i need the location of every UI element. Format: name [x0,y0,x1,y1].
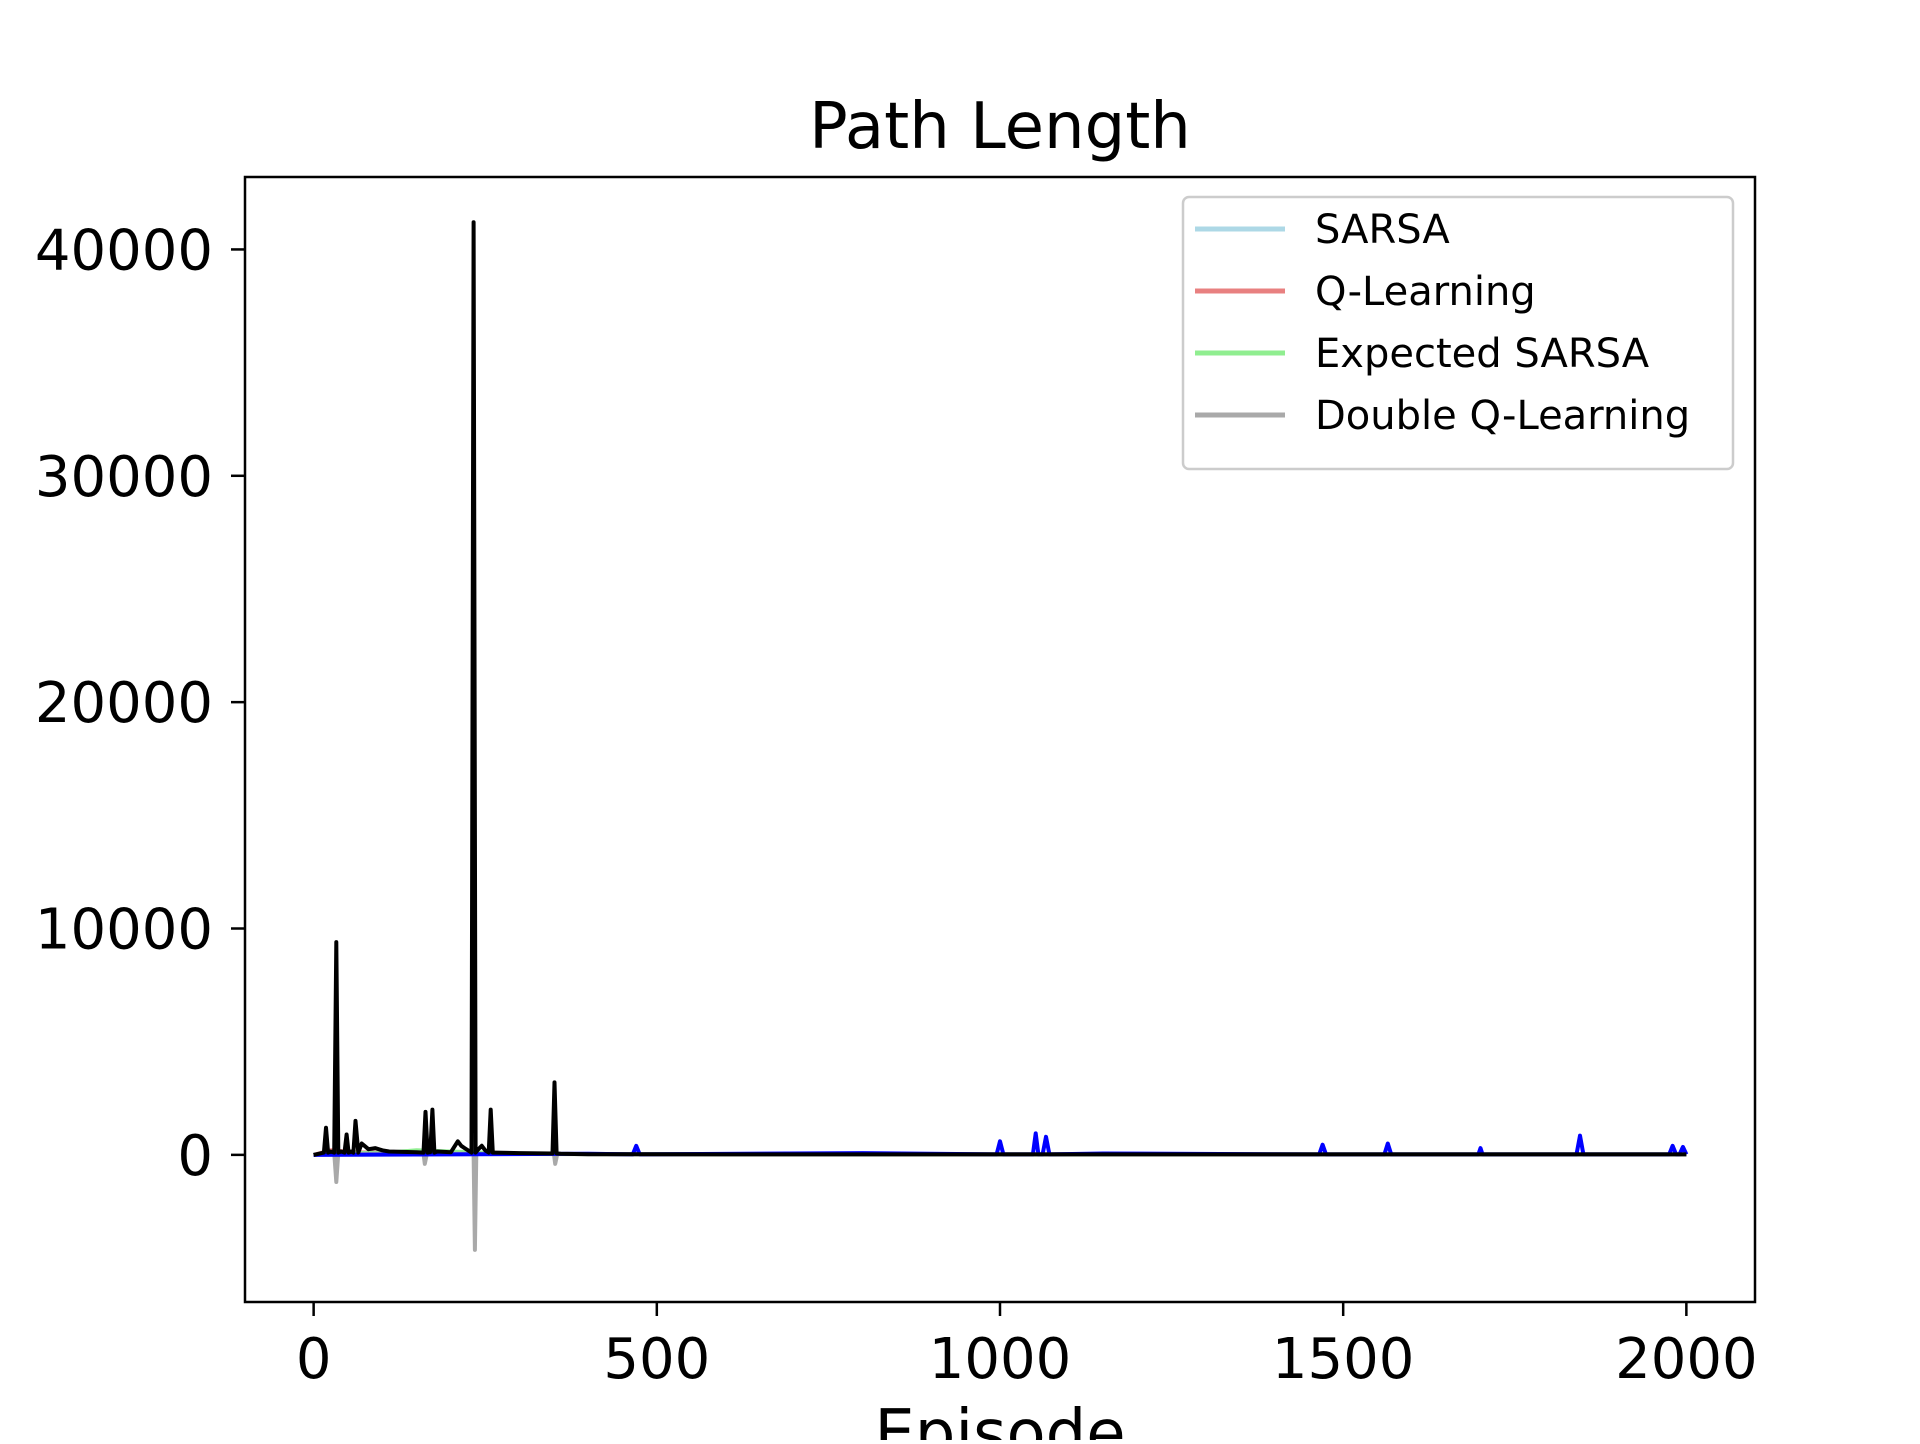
legend-label-sarsa: SARSA [1315,207,1450,253]
plot-area [313,220,1689,1252]
legend-label-double-q-learning: Double Q-Learning [1315,393,1690,439]
y-tick-label: 40000 [35,218,213,283]
chart-title: Path Length [809,90,1191,164]
legend: SARSA Q-Learning Expected SARSA Double Q-Le… [1181,195,1735,471]
x-axis: 0 500 1000 1500 2000 [296,1302,1758,1392]
x-tick-label: 1500 [1272,1327,1415,1392]
legend-label-expected-sarsa: Expected SARSA [1315,331,1650,377]
y-tick-label: 30000 [35,445,213,510]
y-tick-label: 0 [177,1124,213,1189]
x-tick-label: 500 [603,1327,710,1392]
legend-label-q-learning: Q-Learning [1315,269,1536,315]
y-tick-label: 10000 [35,898,213,963]
x-tick-label: 1000 [929,1327,1072,1392]
legend-box [1181,195,1735,471]
y-axis: 0 10000 20000 30000 40000 [35,218,245,1189]
y-tick-label: 20000 [35,671,213,736]
series-line-unlabeled-5 [313,220,1687,1157]
x-tick-label: 0 [296,1327,332,1392]
x-tick-label: 2000 [1615,1327,1758,1392]
x-axis-label: Episode [874,1397,1125,1440]
